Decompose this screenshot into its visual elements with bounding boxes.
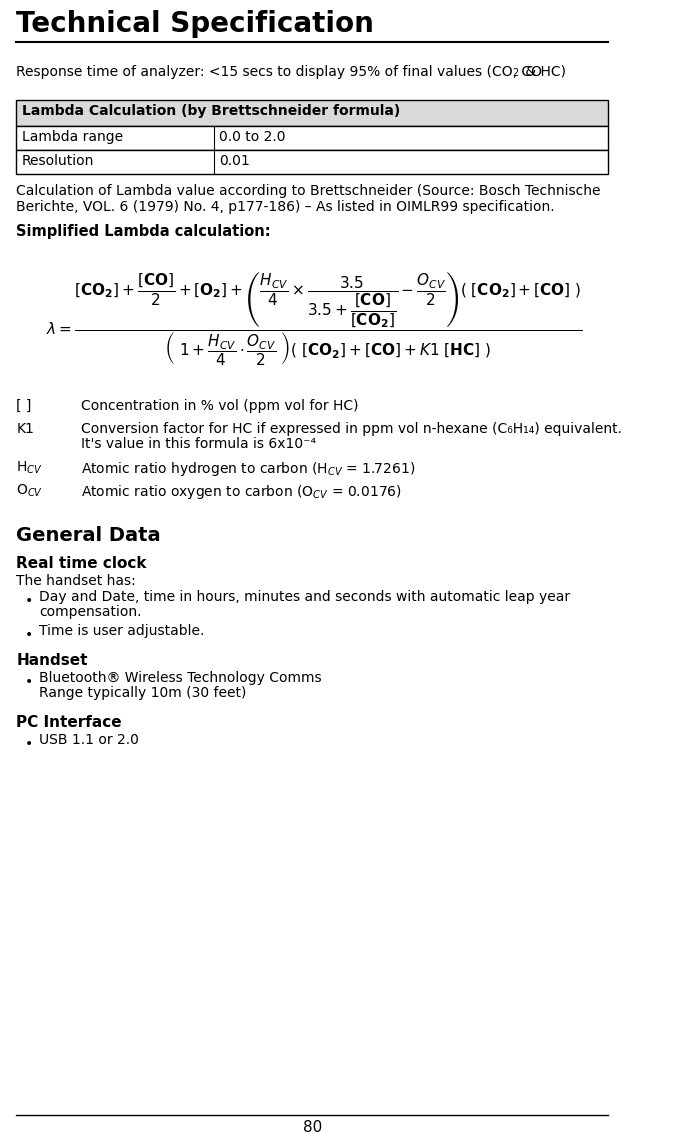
Text: •: •: [25, 737, 33, 751]
Text: 0.0 to 2.0: 0.0 to 2.0: [219, 130, 285, 144]
Text: Calculation of Lambda value according to Brettschneider (Source: Bosch Technisch: Calculation of Lambda value according to…: [16, 183, 601, 198]
Bar: [16, 150, 608, 174]
Text: Bluetooth® Wireless Technology Comms: Bluetooth® Wireless Technology Comms: [40, 671, 322, 685]
Text: compensation.: compensation.: [40, 605, 142, 618]
Text: Simplified Lambda calculation:: Simplified Lambda calculation:: [16, 224, 271, 239]
Text: Resolution: Resolution: [22, 154, 94, 167]
Text: Conversion factor for HC if expressed in ppm vol n-hexane (C₆H₁₄) equivalent.: Conversion factor for HC if expressed in…: [81, 421, 622, 436]
Text: Berichte, VOL. 6 (1979) No. 4, p177-186) – As listed in OIMLR99 specification.: Berichte, VOL. 6 (1979) No. 4, p177-186)…: [16, 200, 555, 214]
Text: $\lambda = \dfrac{[\mathbf{CO_2}] + \dfrac{[\mathbf{CO}]}{2} + [\mathbf{O_2}] + : $\lambda = \dfrac{[\mathbf{CO_2}] + \dfr…: [46, 270, 583, 368]
Text: H$_{CV}$: H$_{CV}$: [16, 460, 42, 476]
Text: K1: K1: [16, 421, 34, 436]
Text: •: •: [25, 674, 33, 689]
Text: The handset has:: The handset has:: [16, 574, 136, 588]
Text: Lambda range: Lambda range: [22, 130, 122, 144]
Text: 80: 80: [303, 1120, 322, 1134]
Text: [ ]: [ ]: [16, 399, 31, 412]
Text: Day and Date, time in hours, minutes and seconds with automatic leap year: Day and Date, time in hours, minutes and…: [40, 590, 571, 604]
Bar: [16, 126, 608, 150]
Text: USB 1.1 or 2.0: USB 1.1 or 2.0: [40, 732, 139, 747]
Text: O$_{CV}$: O$_{CV}$: [16, 483, 43, 499]
Text: Atomic ratio hydrogen to carbon (H$_{CV}$ = 1.7261): Atomic ratio hydrogen to carbon (H$_{CV}…: [81, 460, 415, 478]
Text: Handset: Handset: [16, 653, 88, 667]
Text: •: •: [25, 628, 33, 641]
Text: It's value in this formula is 6x10⁻⁴: It's value in this formula is 6x10⁻⁴: [81, 437, 316, 451]
Text: PC Interface: PC Interface: [16, 715, 122, 730]
Text: Response time of analyzer: <15 secs to display 95% of final values (CO, CO: Response time of analyzer: <15 secs to d…: [16, 65, 542, 79]
Text: Lambda Calculation (by Brettschneider formula): Lambda Calculation (by Brettschneider fo…: [22, 104, 400, 118]
Bar: [16, 100, 608, 126]
Text: •: •: [25, 593, 33, 608]
Text: $_2$: $_2$: [512, 65, 520, 79]
Text: Real time clock: Real time clock: [16, 556, 147, 571]
Text: 0.01: 0.01: [219, 154, 250, 167]
Text: Range typically 10m (30 feet): Range typically 10m (30 feet): [40, 686, 247, 699]
Text: Concentration in % vol (ppm vol for HC): Concentration in % vol (ppm vol for HC): [81, 399, 358, 412]
Text: Atomic ratio oxygen to carbon (O$_{CV}$ = 0.0176): Atomic ratio oxygen to carbon (O$_{CV}$ …: [81, 483, 402, 501]
Text: General Data: General Data: [16, 526, 161, 544]
Text: & HC): & HC): [521, 65, 567, 79]
Text: Time is user adjustable.: Time is user adjustable.: [40, 624, 205, 638]
Text: Technical Specification: Technical Specification: [16, 10, 374, 38]
